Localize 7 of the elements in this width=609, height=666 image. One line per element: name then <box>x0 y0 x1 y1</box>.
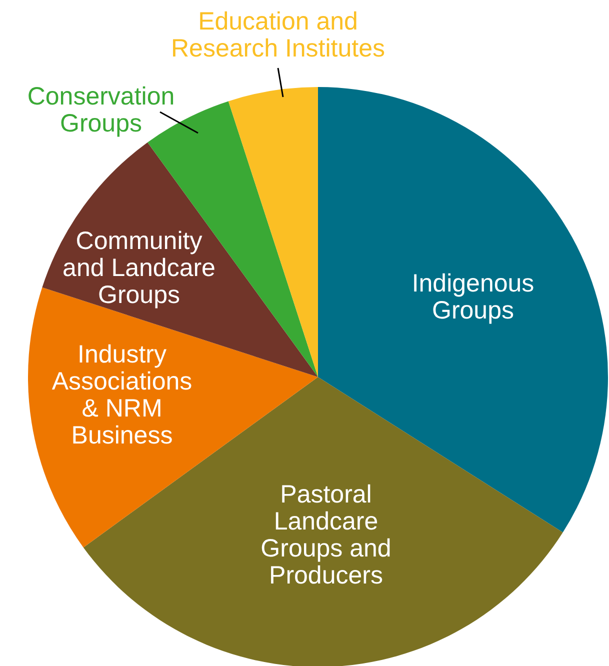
pie-slice <box>228 87 318 377</box>
slice-label: Indigenous Groups <box>412 270 534 324</box>
slice-label: Industry Associations & NRM Business <box>52 340 192 450</box>
slice-label: Education and Research Institutes <box>171 8 385 62</box>
slice-label: Pastoral Landcare Groups and Producers <box>260 480 392 590</box>
slice-label: Community and Landcare Groups <box>62 227 216 309</box>
slice-label: Conservation Groups <box>27 82 175 138</box>
